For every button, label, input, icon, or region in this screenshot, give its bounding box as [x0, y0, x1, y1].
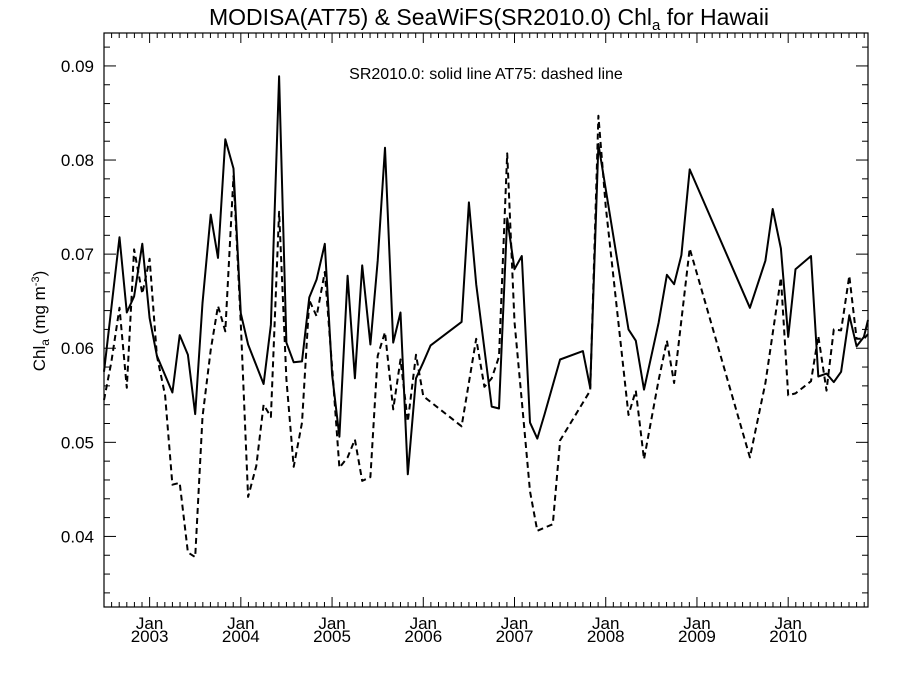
y-axis-label-main: Chl	[30, 346, 49, 372]
y-axis-label-unit-suffix: )	[30, 271, 49, 277]
x-tick-month-label: Jan	[683, 614, 710, 633]
x-tick-year-label: 2006	[404, 627, 442, 646]
series-line-sr2010-0	[103, 75, 869, 476]
y-tick-label: 0.08	[61, 151, 94, 170]
y-axis-label-unit: (mg m	[30, 286, 49, 339]
x-tick-month-label: Jan	[227, 614, 254, 633]
chart-title-main: MODISA(AT75) & SeaWiFS(SR2010.0) Chl	[209, 4, 652, 30]
x-tick-year-label: 2007	[496, 627, 534, 646]
y-tick-label: 0.04	[61, 527, 94, 546]
y-tick-label: 0.09	[61, 57, 94, 76]
chart-title-subscript: a	[652, 17, 661, 34]
y-tick-label: 0.07	[61, 245, 94, 264]
y-axis-label: Chla (mg m-3)	[30, 271, 52, 372]
plot-frame	[103, 32, 869, 608]
chart-title-suffix: for Hawaii	[660, 4, 769, 30]
x-tick-year-label: 2009	[678, 627, 716, 646]
x-tick-year-label: 2004	[222, 627, 260, 646]
series-line-at75	[103, 114, 869, 559]
x-tick-month-label: Jan	[774, 614, 801, 633]
series-layer	[103, 75, 869, 559]
y-axis-ticks: 0.04 0.05 0.06 0.07 0.08 0.09	[61, 46, 868, 594]
x-tick-month-label: Jan	[136, 614, 163, 633]
y-axis-label-subscript: a	[38, 339, 52, 346]
chart-title: MODISA(AT75) & SeaWiFS(SR2010.0) Chla fo…	[209, 4, 769, 34]
x-tick-month-label: Jan	[318, 614, 345, 633]
y-tick-label: 0.05	[61, 433, 94, 452]
x-tick-year-label: 2010	[769, 627, 807, 646]
x-tick-month-label: Jan	[501, 614, 528, 633]
y-tick-label: 0.06	[61, 339, 94, 358]
x-tick-month-label: Jan	[592, 614, 619, 633]
y-axis-label-unit-superscript: -3	[30, 276, 42, 286]
x-tick-year-label: 2008	[587, 627, 625, 646]
x-axis-ticks: Jan2003Jan2004Jan2005Jan2006Jan2007Jan20…	[111, 33, 865, 646]
x-tick-year-label: 2003	[131, 627, 169, 646]
x-tick-month-label: Jan	[410, 614, 437, 633]
x-tick-year-label: 2005	[313, 627, 351, 646]
line-style-note: SR2010.0: solid line AT75: dashed line	[349, 66, 623, 83]
